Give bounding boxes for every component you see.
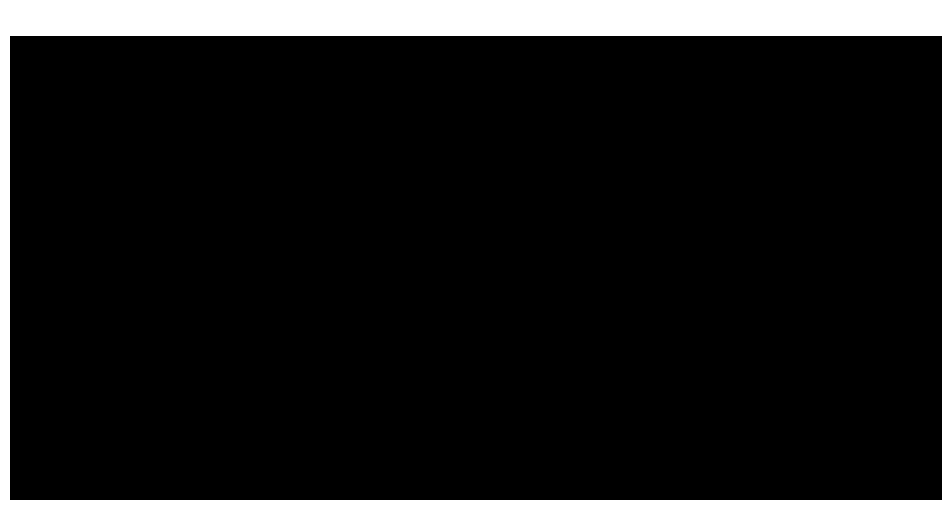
wordcloud-canvas — [10, 36, 942, 500]
wordcloud-svg — [10, 36, 942, 500]
